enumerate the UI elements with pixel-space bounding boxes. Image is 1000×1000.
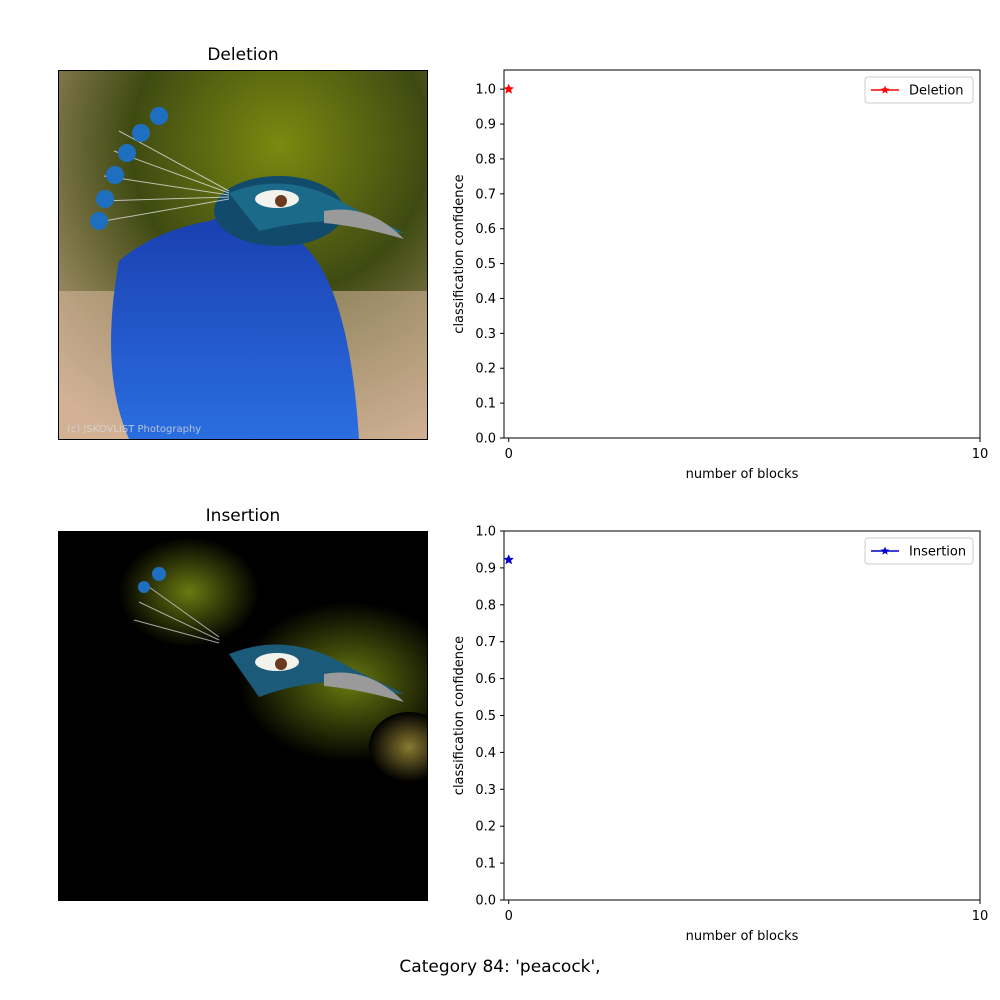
y-tick-label: 0.2 <box>475 362 496 377</box>
y-tick-label: 0.7 <box>475 635 496 650</box>
y-tick-label: 0.5 <box>475 709 496 724</box>
y-tick-label: 0.5 <box>475 257 496 272</box>
x-tick-label: 0 <box>505 447 513 462</box>
y-tick-label: 0.4 <box>475 292 496 307</box>
x-axis-label: number of blocks <box>686 467 799 482</box>
data-point-deletion <box>504 84 514 93</box>
x-tick-label: 10 <box>972 909 989 924</box>
y-tick-label: 0.7 <box>475 187 496 202</box>
y-tick-label: 0.6 <box>475 672 496 687</box>
data-point-insertion <box>504 555 514 564</box>
y-tick-label: 0.6 <box>475 222 496 237</box>
x-tick-label: 0 <box>505 909 513 924</box>
y-axis-label: classification confidence <box>452 174 467 333</box>
x-axis-label: number of blocks <box>686 929 799 944</box>
category-caption: Category 84: 'peacock', <box>0 957 1000 977</box>
y-tick-label: 0.0 <box>475 432 496 447</box>
y-tick-label: 0.8 <box>475 152 496 167</box>
legend-label: Deletion <box>909 84 964 99</box>
y-tick-label: 0.8 <box>475 598 496 613</box>
y-tick-label: 0.9 <box>475 118 496 133</box>
y-tick-label: 0.3 <box>475 327 496 342</box>
x-tick-label: 10 <box>972 447 989 462</box>
y-tick-label: 0.3 <box>475 783 496 798</box>
y-tick-label: 0.0 <box>475 894 496 909</box>
y-tick-label: 1.0 <box>475 525 496 540</box>
axes-frame-0 <box>504 70 980 438</box>
y-tick-label: 0.9 <box>475 561 496 576</box>
y-tick-label: 0.1 <box>475 857 496 872</box>
y-tick-label: 0.1 <box>475 397 496 412</box>
y-tick-label: 0.4 <box>475 746 496 761</box>
y-tick-label: 1.0 <box>475 83 496 98</box>
axes-frame-1 <box>504 531 980 900</box>
y-tick-label: 0.2 <box>475 820 496 835</box>
legend-label: Insertion <box>909 545 966 560</box>
y-axis-label: classification confidence <box>452 636 467 795</box>
